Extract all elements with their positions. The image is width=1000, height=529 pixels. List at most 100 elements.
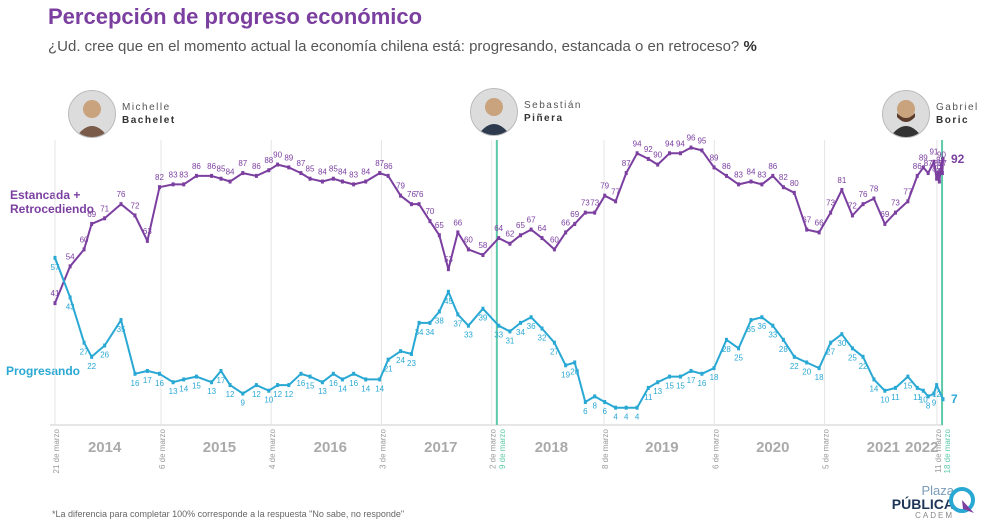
data-point bbox=[299, 371, 303, 376]
data-label: 64 bbox=[538, 224, 547, 233]
data-label: 67 bbox=[802, 216, 811, 225]
data-label: 18 bbox=[815, 373, 824, 382]
data-point bbox=[68, 264, 72, 269]
data-point bbox=[906, 199, 910, 204]
subtitle-unit: % bbox=[743, 38, 757, 55]
data-point bbox=[850, 213, 854, 218]
data-point bbox=[805, 227, 809, 232]
data-point bbox=[437, 233, 441, 238]
data-label: 87 bbox=[622, 159, 631, 168]
data-label: 43 bbox=[66, 302, 75, 311]
data-label: 62 bbox=[505, 230, 514, 239]
data-label: 83 bbox=[179, 170, 188, 179]
data-label: 86 bbox=[722, 162, 731, 171]
data-point bbox=[939, 162, 943, 167]
data-label: 15 bbox=[192, 382, 201, 391]
data-label: 28 bbox=[779, 345, 788, 354]
data-label: 88 bbox=[264, 156, 273, 165]
data-label: 15 bbox=[306, 382, 315, 391]
data-point bbox=[935, 176, 939, 181]
president-last-name: Boric bbox=[936, 115, 970, 126]
data-label: 86 bbox=[768, 162, 777, 171]
data-point bbox=[932, 391, 936, 396]
president-first-name: Sebastián bbox=[524, 100, 582, 111]
data-label: 16 bbox=[131, 379, 140, 388]
data-label: 22 bbox=[790, 362, 799, 371]
data-label: 4 bbox=[613, 413, 618, 422]
data-point bbox=[194, 374, 198, 379]
data-label: 34 bbox=[516, 328, 525, 337]
data-point bbox=[508, 329, 512, 334]
data-point bbox=[194, 173, 198, 178]
data-label: 14 bbox=[361, 384, 370, 393]
data-label: 33 bbox=[768, 331, 777, 340]
data-label: 87 bbox=[938, 159, 947, 168]
data-label: 16 bbox=[155, 379, 164, 388]
year-label: 2015 bbox=[203, 439, 236, 456]
series-line bbox=[54, 257, 944, 409]
data-label: 90 bbox=[653, 151, 662, 160]
data-label: 15 bbox=[903, 382, 912, 391]
date-marker-label: 6 de marzo bbox=[711, 428, 720, 469]
data-point bbox=[481, 253, 485, 258]
data-label: 14 bbox=[179, 384, 188, 393]
president-bachelet: Michelle Bachelet bbox=[68, 90, 176, 138]
data-point bbox=[340, 377, 344, 382]
data-point bbox=[583, 210, 587, 215]
president-first-name: Gabriel bbox=[936, 102, 979, 113]
series-label-line: Estancada + bbox=[10, 188, 81, 202]
data-label: 27 bbox=[826, 348, 835, 357]
data-label: 82 bbox=[155, 173, 164, 182]
data-label: 71 bbox=[100, 204, 109, 213]
data-label: 6 bbox=[602, 407, 607, 416]
page-title: Percepción de progreso económico bbox=[48, 4, 423, 29]
data-label: 78 bbox=[869, 184, 878, 193]
data-point bbox=[428, 320, 432, 325]
data-label: 82 bbox=[779, 173, 788, 182]
data-label: 57 bbox=[51, 263, 60, 272]
data-point bbox=[829, 340, 833, 345]
data-label: 8 bbox=[926, 401, 931, 410]
data-label: 28 bbox=[722, 345, 731, 354]
data-label: 83 bbox=[757, 170, 766, 179]
data-point bbox=[893, 385, 897, 390]
date-marker-label: 2 de marzo bbox=[489, 428, 498, 469]
data-point bbox=[656, 162, 660, 167]
data-point bbox=[635, 405, 639, 410]
data-point bbox=[939, 168, 943, 173]
data-point bbox=[932, 159, 936, 164]
data-point bbox=[378, 377, 382, 382]
data-label: 14 bbox=[338, 384, 347, 393]
data-label: 86 bbox=[384, 162, 393, 171]
data-point bbox=[540, 326, 544, 331]
speech-bubble-icon bbox=[949, 487, 975, 513]
data-label: 20 bbox=[570, 367, 579, 376]
data-point bbox=[340, 179, 344, 184]
data-label: 64 bbox=[494, 224, 503, 233]
data-label: 4 bbox=[624, 413, 629, 422]
logo-line3: CADEM bbox=[915, 511, 954, 520]
data-point bbox=[103, 343, 107, 348]
data-point bbox=[497, 236, 501, 241]
data-point bbox=[941, 397, 945, 402]
date-marker-label: 8 de marzo bbox=[601, 428, 610, 469]
data-point bbox=[320, 380, 324, 385]
data-point bbox=[840, 188, 844, 193]
data-point bbox=[603, 193, 607, 198]
data-label: 90 bbox=[273, 151, 282, 160]
data-label: 23 bbox=[407, 359, 416, 368]
data-point bbox=[906, 374, 910, 379]
data-point bbox=[529, 315, 533, 320]
data-point bbox=[241, 391, 245, 396]
data-label: 10 bbox=[264, 396, 273, 405]
data-point bbox=[90, 354, 94, 359]
data-label: 89 bbox=[284, 153, 293, 162]
data-label: 53 bbox=[444, 255, 453, 264]
data-point bbox=[497, 323, 501, 328]
portrait-icon bbox=[68, 90, 116, 138]
data-point bbox=[364, 179, 368, 184]
data-label: 77 bbox=[611, 187, 620, 196]
data-label: 84 bbox=[747, 168, 756, 177]
data-label: 25 bbox=[848, 353, 857, 362]
data-point bbox=[749, 179, 753, 184]
